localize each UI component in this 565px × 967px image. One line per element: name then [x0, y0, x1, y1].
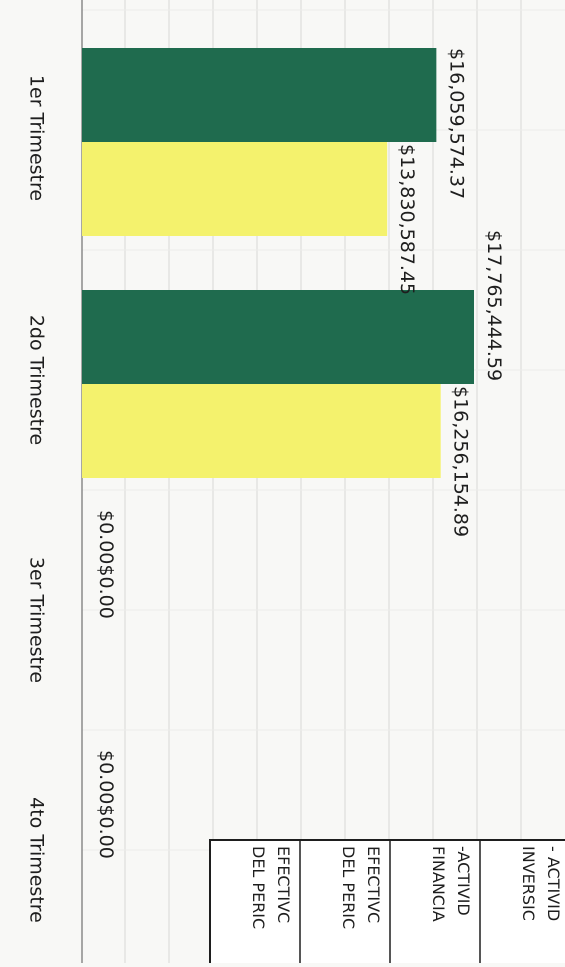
- legend-item: EFECTIVC: [274, 846, 293, 923]
- legend-item: - ACTIVID: [544, 846, 563, 921]
- data-label-series-1: $16,059,574.37: [445, 48, 467, 199]
- legend-item: EFECTIVC: [364, 846, 383, 923]
- data-label-series-2: $0.00: [95, 804, 117, 858]
- data-label-series-2: $16,256,154.89: [450, 386, 472, 537]
- legend-box: [209, 839, 565, 967]
- bar-series-2: [82, 384, 441, 478]
- bar-series-2: [82, 142, 388, 236]
- bar-series-1: [82, 48, 437, 142]
- category-label: 3er Trimestre: [26, 557, 48, 683]
- bar-series-1: [82, 290, 474, 384]
- category-label: 2do Trimestre: [26, 315, 48, 445]
- legend-item: FINANCIA: [429, 846, 448, 922]
- data-labels: $16,059,574.37 $13,830,587.45 $17,765,444.…: [95, 48, 505, 859]
- data-label-series-2: $13,830,587.45: [396, 144, 418, 295]
- data-label-series-1: $0.00: [95, 750, 117, 804]
- data-label-zero: $0.00$0.00: [95, 750, 117, 859]
- category-label: 1er Trimestre: [26, 75, 48, 201]
- legend-item: DEL PERIC: [339, 846, 358, 929]
- category-labels: 1er Trimestre 2do Trimestre 3er Trimestre 4…: [26, 75, 48, 923]
- data-label-zero: $0.00$0.00: [95, 510, 117, 619]
- category-label: 4to Trimestre: [26, 797, 48, 923]
- data-label-series-2: $0.00: [95, 564, 117, 618]
- legend: - ACTIVID INVERSIC -ACTIVID FINANCIA EFECTIV…: [209, 839, 565, 967]
- bars: [82, 48, 474, 478]
- legend-item: -ACTIVID: [454, 846, 473, 916]
- legend-item: DEL PERIC: [249, 846, 268, 929]
- legend-item: INVERSIC: [519, 846, 538, 921]
- data-label-series-1: $0.00: [95, 510, 117, 564]
- data-label-series-1: $17,765,444.59: [483, 230, 505, 381]
